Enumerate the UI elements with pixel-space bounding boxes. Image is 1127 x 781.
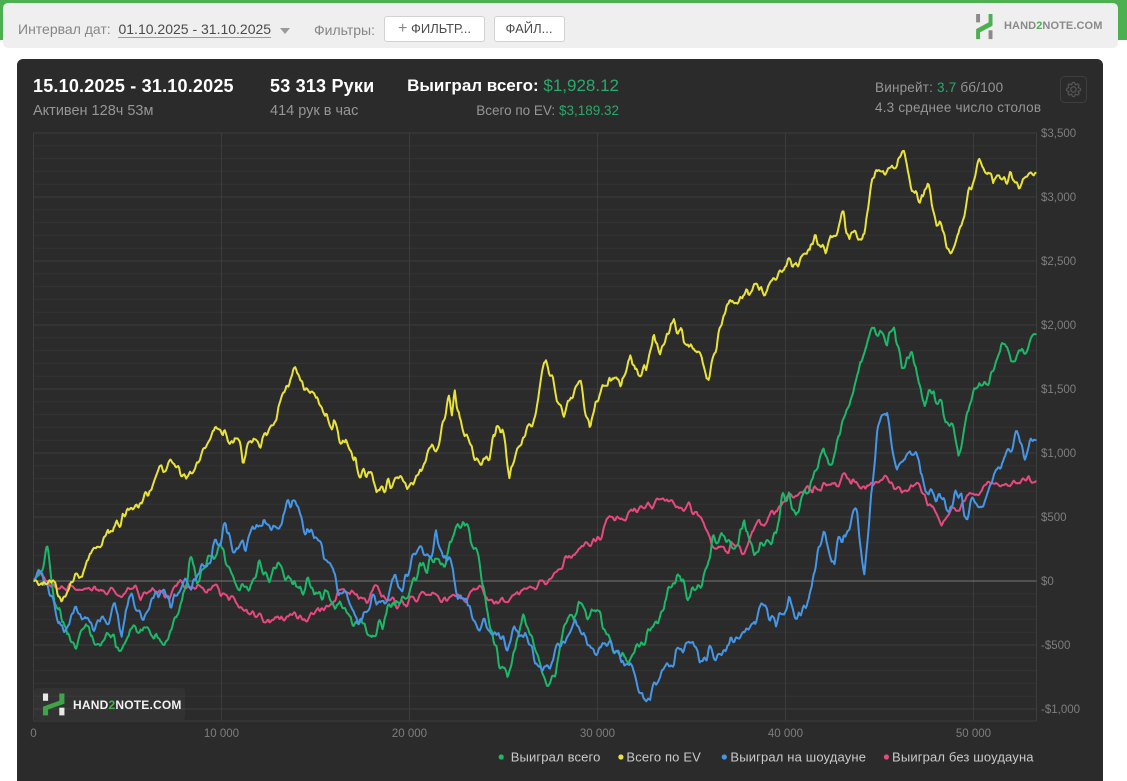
svg-text:0: 0 (30, 728, 36, 740)
svg-text:$1,000: $1,000 (1041, 448, 1076, 460)
svg-text:HAND2NOTE.COM: HAND2NOTE.COM (73, 698, 182, 712)
svg-text:-$500: -$500 (1041, 640, 1070, 652)
svg-text:40 000: 40 000 (768, 728, 803, 740)
svg-text:20 000: 20 000 (392, 728, 427, 740)
svg-text:50 000: 50 000 (956, 728, 991, 740)
svg-text:Выиграл на шоудауне: Выиграл на шоудауне (730, 750, 866, 765)
svg-text:$2,000: $2,000 (1041, 320, 1076, 332)
svg-text:$1,500: $1,500 (1041, 384, 1076, 396)
svg-text:-$1,000: -$1,000 (1041, 704, 1080, 716)
svg-text:$2,500: $2,500 (1041, 256, 1076, 268)
svg-text:$3,500: $3,500 (1041, 128, 1076, 140)
svg-text:Всего по EV: Всего по EV (626, 750, 701, 765)
svg-text:10 000: 10 000 (204, 728, 239, 740)
svg-text:Выиграл всего: Выиграл всего (511, 750, 601, 765)
svg-text:$3,000: $3,000 (1041, 192, 1076, 204)
svg-text:$0: $0 (1041, 576, 1054, 588)
svg-text:$500: $500 (1041, 512, 1067, 524)
svg-text:30 000: 30 000 (580, 728, 615, 740)
svg-text:Выиграл без шоудауна: Выиграл без шоудауна (892, 750, 1034, 765)
